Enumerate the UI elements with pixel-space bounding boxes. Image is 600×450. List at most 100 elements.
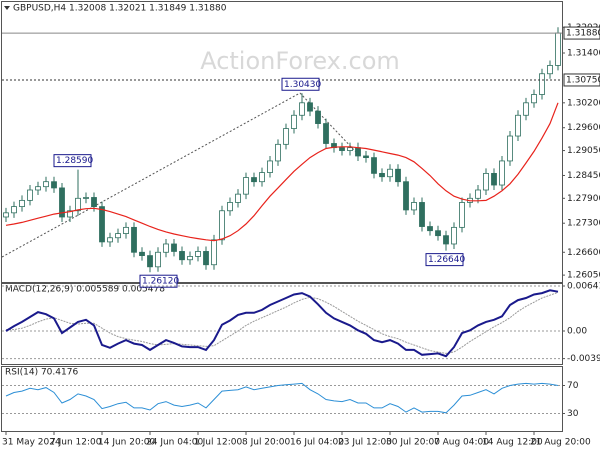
candle-body [427,226,433,232]
price-label-box [563,73,600,87]
annotation: 1.30430 [284,80,321,90]
candle-body [211,239,217,266]
chart-title: GBPUSD,H4 1.32008 1.32021 1.31849 1.3188… [13,4,227,14]
x-tick-label: 23 Jul 12:00 [338,438,392,448]
annotation-box [281,77,320,91]
candle-body [187,256,193,261]
symbol-icon [4,6,10,10]
candle-body [123,226,129,234]
candle-body [419,202,425,227]
candle-body [131,226,137,253]
x-tick-label: 8 Jul 20:00 [242,438,291,448]
candle-body [51,181,57,189]
x-tick-label: 7 Aug 04:00 [434,438,489,448]
y-tick-label: 0.006413 [567,282,600,292]
candle-body [355,147,361,157]
candle-body [171,243,177,252]
candle-body [83,197,89,199]
candle-body [3,212,9,218]
candle-body [539,73,545,95]
candle-body [179,251,185,261]
candle-body [395,168,401,183]
y-tick-label: 1.29050 [567,146,600,156]
y-tick-label: 1.29600 [567,123,600,133]
candle-body [155,251,161,268]
y-tick-label: 1.31400 [567,48,600,58]
x-tick-label: 14 Aug 12:00 [482,438,543,448]
candle-body [379,172,385,178]
candle-body [75,197,81,212]
candle-body [547,65,553,75]
annotation-box [425,253,464,267]
candle-body [67,210,73,218]
y-tick-label: 1.30200 [567,98,600,108]
candle-body [283,128,289,145]
candle-body [531,94,537,104]
candle-body [227,202,233,212]
candle-body [251,177,257,183]
candle-body [291,114,297,129]
candle-body [267,160,273,173]
candle-body [411,202,417,211]
candle-body [363,155,369,159]
x-tick-label: 7 Jun 12:00 [50,438,102,448]
candle-body [299,102,305,116]
candle-body [91,197,97,208]
candle-body [275,143,281,162]
trend-line [1,92,301,258]
y-tick-label: 1.26600 [567,248,600,258]
y-tick-label: 0.00 [567,326,587,336]
rsi-line [5,382,559,414]
x-tick-label: 1 Jul 12:00 [194,438,243,448]
candle-body [387,168,393,178]
x-tick-label: 24 Jun 04:00 [146,438,203,448]
y-tick-label: 70 [567,381,579,391]
candle-body [259,172,265,183]
candle-body [163,243,169,253]
macd-title: MACD(12,26,9) 0.005589 0.005478 [5,285,165,295]
candle-body [11,206,17,214]
candle-body [219,210,225,241]
candle-body [443,235,449,245]
rsi-title: RSI(14) 70.4176 [5,368,78,378]
candle-body [235,193,241,203]
macd-line [5,289,559,358]
candle-body [315,110,321,124]
y-tick-label: 1.27900 [567,194,600,204]
moving-average [5,102,559,242]
watermark: ActionForex.com [200,47,400,75]
price-panel [1,1,563,283]
macd-panel [1,283,563,365]
y-tick-label: -0.003938 [567,354,600,364]
candle-body [491,172,497,186]
annotation: 1.28590 [56,156,93,166]
candle-body [507,135,513,162]
x-tick-label: 31 May 2024 [2,438,61,448]
candle-body [27,189,33,201]
annotation-box [53,154,92,168]
candle-body [451,226,457,245]
y-tick-label: 1.26050 [567,271,600,281]
x-tick-label: 30 Jul 20:00 [386,438,440,448]
candle-body [43,181,49,188]
y-tick-label: 1.28450 [567,171,600,181]
candle-body [99,206,105,243]
candle-body [147,255,153,268]
candle-body [203,251,209,266]
rsi-panel [1,366,563,432]
candle-body [555,32,561,66]
y-tick-label: 1.27300 [567,219,600,229]
y-tick-label: 30 [567,409,579,419]
x-tick-label: 14 Jun 20:00 [98,438,155,448]
candle-body [339,147,345,151]
candle-body [347,147,353,151]
candle-body [403,181,409,211]
price-label: 1.31880 [566,29,600,39]
candle-body [371,157,377,174]
candle-body [499,160,505,186]
candle-body [107,237,113,243]
candle-body [19,199,25,208]
candle-body [483,172,489,191]
